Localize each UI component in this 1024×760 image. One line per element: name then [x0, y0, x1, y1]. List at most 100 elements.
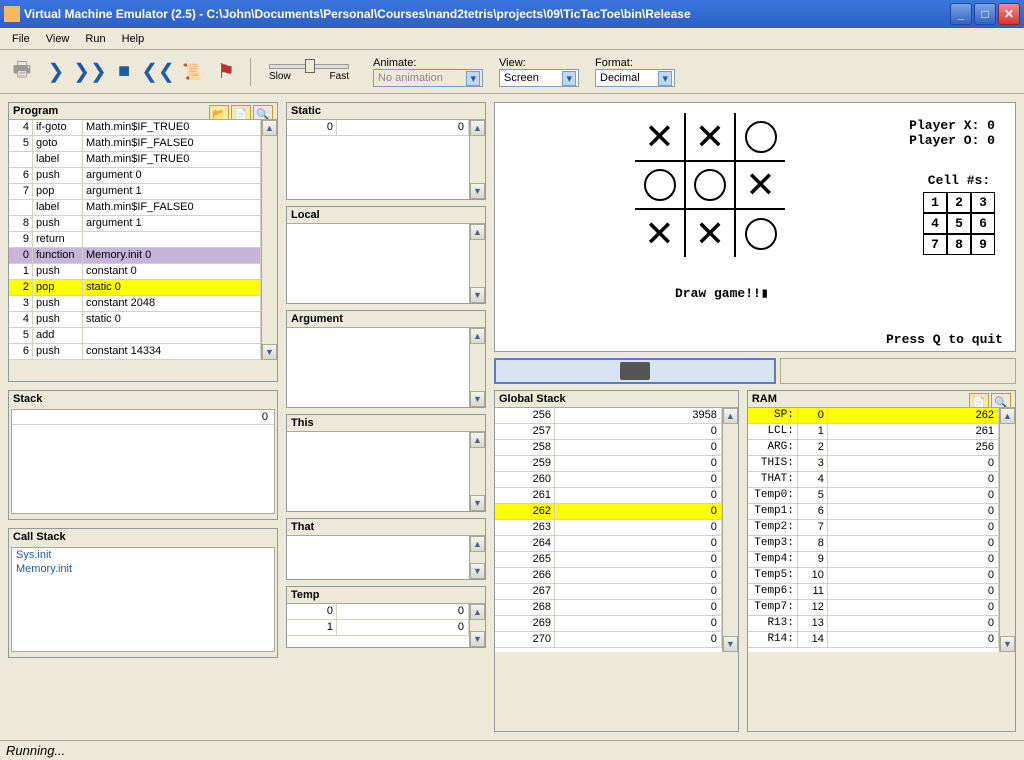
globalstack-row[interactable]: 2580 — [495, 440, 722, 456]
callstack-item[interactable]: Sys.init — [12, 548, 274, 562]
program-row[interactable]: 9return — [9, 232, 261, 248]
ram-row[interactable]: LCL:1261 — [748, 424, 999, 440]
program-row[interactable]: labelMath.min$IF_TRUE0 — [9, 152, 261, 168]
cellnum: 5 — [947, 213, 971, 234]
program-row[interactable]: 4pushstatic 0 — [9, 312, 261, 328]
program-row[interactable]: 1pushconstant 0 — [9, 264, 261, 280]
globalstack-row[interactable]: 2620 — [495, 504, 722, 520]
minimize-button[interactable]: _ — [950, 3, 972, 25]
stack-value: 0 — [12, 410, 274, 425]
step-button[interactable]: ❯ — [42, 58, 70, 86]
program-row[interactable]: 0functionMemory.init 0 — [9, 248, 261, 264]
ram-panel: RAM 📄 🔍 SP:0262LCL:1261ARG:2256THIS:30TH… — [747, 390, 1016, 732]
ram-row[interactable]: R14:140 — [748, 632, 999, 648]
globalstack-row[interactable]: 2563958 — [495, 408, 722, 424]
menubar: File View Run Help — [0, 28, 1024, 50]
globalstack-row[interactable]: 2590 — [495, 456, 722, 472]
ttt-cell: ✕ — [685, 209, 735, 257]
ram-row[interactable]: Temp0:50 — [748, 488, 999, 504]
script-button[interactable]: 📜 — [178, 58, 206, 86]
program-row[interactable]: 7popargument 1 — [9, 184, 261, 200]
memory-row[interactable]: 10 — [287, 620, 469, 636]
globalstack-row[interactable]: 2630 — [495, 520, 722, 536]
animate-combo[interactable]: No animation — [373, 69, 483, 87]
ram-row[interactable]: Temp2:70 — [748, 520, 999, 536]
run-button[interactable]: ❯❯ — [76, 58, 104, 86]
memory-row[interactable]: 00 — [287, 604, 469, 620]
menu-view[interactable]: View — [38, 31, 78, 47]
flag-button[interactable]: ⚑ — [212, 58, 240, 86]
static-scrollbar[interactable]: ▲▼ — [469, 120, 485, 199]
stop-button[interactable]: ■ — [110, 58, 138, 86]
ram-scrollbar[interactable]: ▲▼ — [999, 408, 1015, 652]
program-row[interactable]: 5add — [9, 328, 261, 344]
format-combo[interactable]: Decimal — [595, 69, 675, 87]
ram-row[interactable]: Temp3:80 — [748, 536, 999, 552]
ttt-cell: ✕ — [635, 113, 685, 161]
menu-run[interactable]: Run — [77, 31, 113, 47]
ttt-cell — [635, 161, 685, 209]
draw-message: Draw game!! — [675, 286, 769, 301]
globalstack-row[interactable]: 2610 — [495, 488, 722, 504]
ram-row[interactable]: Temp7:120 — [748, 600, 999, 616]
globalstack-row[interactable]: 2640 — [495, 536, 722, 552]
temp-scrollbar[interactable]: ▲▼ — [469, 604, 485, 647]
cellnum: 7 — [923, 234, 947, 255]
menu-help[interactable]: Help — [114, 31, 153, 47]
program-row[interactable]: 8pushargument 1 — [9, 216, 261, 232]
view-combo[interactable]: Screen — [499, 69, 579, 87]
local-scrollbar[interactable]: ▲▼ — [469, 224, 485, 303]
callstack-panel: Call Stack Sys.initMemory.init — [8, 528, 278, 658]
callstack-item[interactable]: Memory.init — [12, 562, 274, 576]
stack-panel: Stack 0 — [8, 390, 278, 520]
ram-row[interactable]: Temp6:110 — [748, 584, 999, 600]
program-row[interactable]: 6pushargument 0 — [9, 168, 261, 184]
ram-row[interactable]: Temp1:60 — [748, 504, 999, 520]
program-row[interactable]: labelMath.min$IF_FALSE0 — [9, 200, 261, 216]
globalstack-row[interactable]: 2670 — [495, 584, 722, 600]
player-x-score: Player X: 0 — [909, 118, 995, 133]
globalstack-row[interactable]: 2650 — [495, 552, 722, 568]
program-row[interactable]: 4if-gotoMath.min$IF_TRUE0 — [9, 120, 261, 136]
globalstack-row[interactable]: 2680 — [495, 600, 722, 616]
globalstack-row[interactable]: 2700 — [495, 632, 722, 648]
globalstack-row[interactable]: 2690 — [495, 616, 722, 632]
view-label: View: — [499, 57, 579, 69]
ram-row[interactable]: Temp4:90 — [748, 552, 999, 568]
rewind-button[interactable]: ❮❮ — [144, 58, 172, 86]
program-row[interactable]: 6pushconstant 14334 — [9, 344, 261, 360]
that-scrollbar[interactable]: ▲▼ — [469, 536, 485, 579]
program-scrollbar[interactable]: ▲ ▼ — [261, 120, 277, 360]
app-icon — [4, 6, 20, 22]
menu-file[interactable]: File — [4, 31, 38, 47]
memory-row[interactable]: 00 — [287, 120, 469, 136]
this-panel: This ▲▼ — [286, 414, 486, 512]
ram-row[interactable]: ARG:2256 — [748, 440, 999, 456]
titlebar: Virtual Machine Emulator (2.5) - C:\John… — [0, 0, 1024, 28]
ram-row[interactable]: SP:0262 — [748, 408, 999, 424]
program-row[interactable]: 3pushconstant 2048 — [9, 296, 261, 312]
program-row[interactable]: 2popstatic 0 — [9, 280, 261, 296]
this-scrollbar[interactable]: ▲▼ — [469, 432, 485, 511]
program-row[interactable]: 5gotoMath.min$IF_FALSE0 — [9, 136, 261, 152]
print-button[interactable]: 🖶 — [8, 58, 36, 86]
globalstack-row[interactable]: 2660 — [495, 568, 722, 584]
cellnum: 9 — [971, 234, 995, 255]
gstack-scrollbar[interactable]: ▲▼ — [722, 408, 738, 652]
ram-row[interactable]: THAT:40 — [748, 472, 999, 488]
argument-scrollbar[interactable]: ▲▼ — [469, 328, 485, 407]
close-button[interactable]: ✕ — [998, 3, 1020, 25]
speed-slider[interactable]: SlowFast — [269, 62, 349, 82]
ram-row[interactable]: THIS:30 — [748, 456, 999, 472]
screen-display: ✕✕✕✕✕ Player X: 0 Player O: 0 Cell #s: 1… — [494, 102, 1016, 352]
ttt-cell: ✕ — [635, 209, 685, 257]
ram-row[interactable]: Temp5:100 — [748, 568, 999, 584]
globalstack-row[interactable]: 2570 — [495, 424, 722, 440]
keyboard-input[interactable] — [494, 358, 776, 384]
ram-row[interactable]: R13:130 — [748, 616, 999, 632]
cellnum: 4 — [923, 213, 947, 234]
globalstack-row[interactable]: 2600 — [495, 472, 722, 488]
ttt-cell: ✕ — [735, 161, 785, 209]
temp-panel: Temp 0010▲▼ — [286, 586, 486, 648]
maximize-button[interactable]: □ — [974, 3, 996, 25]
